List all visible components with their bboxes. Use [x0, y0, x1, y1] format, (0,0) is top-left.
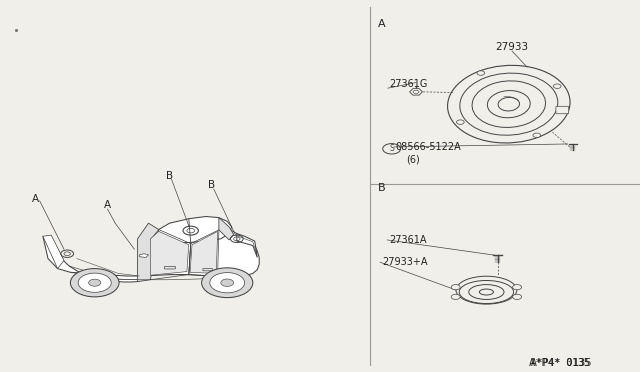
Circle shape [210, 273, 244, 293]
Circle shape [513, 294, 522, 299]
Circle shape [533, 133, 541, 138]
Circle shape [554, 84, 561, 89]
Polygon shape [43, 235, 64, 269]
Text: 27361G: 27361G [389, 79, 428, 89]
Polygon shape [237, 234, 257, 257]
Text: B: B [378, 183, 385, 193]
Circle shape [451, 285, 460, 290]
Text: (6): (6) [406, 154, 420, 164]
Text: 27933+A: 27933+A [382, 257, 428, 267]
Polygon shape [43, 230, 259, 282]
Circle shape [78, 273, 111, 292]
Circle shape [88, 279, 101, 286]
Circle shape [451, 294, 460, 299]
Text: S: S [389, 144, 394, 153]
Circle shape [477, 71, 484, 75]
Text: A: A [378, 19, 385, 29]
Polygon shape [410, 89, 422, 95]
Polygon shape [413, 90, 419, 93]
Text: A: A [104, 201, 111, 210]
Polygon shape [219, 218, 234, 240]
Polygon shape [190, 231, 218, 273]
Polygon shape [140, 254, 148, 257]
Text: A*P4* 0135: A*P4* 0135 [531, 358, 589, 368]
Circle shape [202, 268, 253, 298]
FancyBboxPatch shape [556, 106, 569, 114]
Circle shape [456, 120, 464, 124]
Polygon shape [148, 217, 232, 243]
Text: B: B [166, 171, 173, 180]
Circle shape [70, 269, 119, 297]
Circle shape [513, 285, 522, 290]
Text: 27361A: 27361A [389, 235, 427, 245]
Text: B: B [207, 180, 215, 190]
Text: A: A [31, 194, 39, 204]
Text: 27933: 27933 [495, 42, 529, 51]
Circle shape [221, 279, 234, 286]
Text: A*P4* 0135: A*P4* 0135 [529, 358, 591, 368]
Polygon shape [138, 223, 159, 282]
Text: 08566-5122A: 08566-5122A [396, 142, 461, 152]
Polygon shape [150, 231, 189, 275]
